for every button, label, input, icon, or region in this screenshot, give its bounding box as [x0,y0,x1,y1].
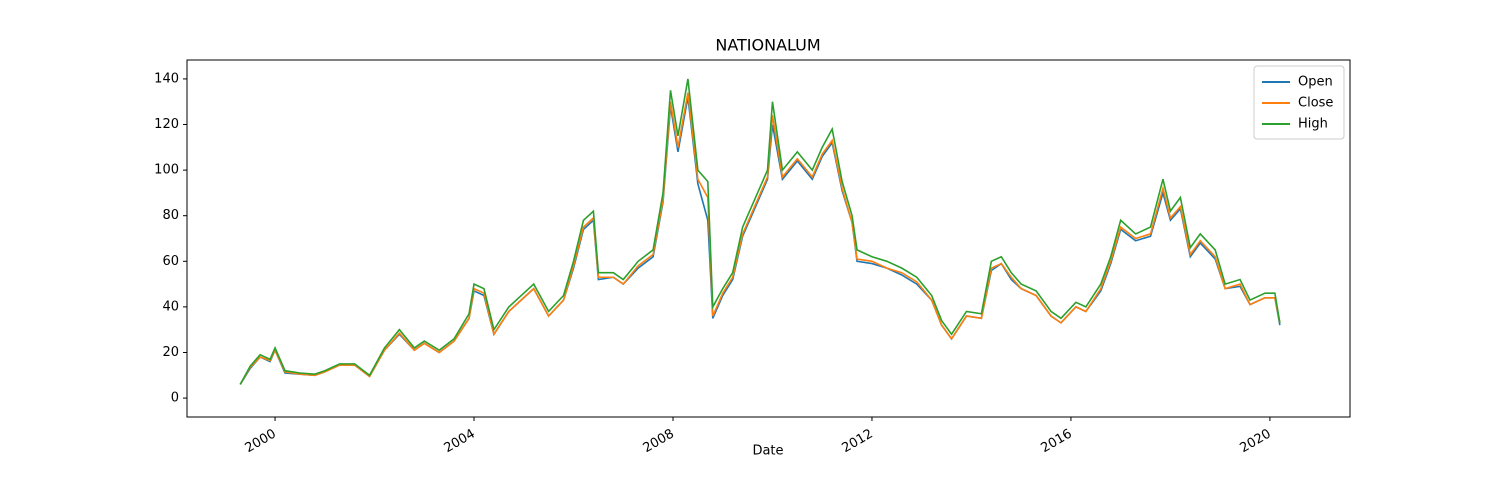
x-tick-label: 2000 [243,427,279,457]
legend-box [1253,65,1345,140]
x-tick-label: 2004 [442,427,478,457]
x-axis-label: Date [752,444,783,459]
line-series [239,78,1281,385]
chart-title: NATIONALUM [715,36,820,55]
y-tick-label: 140 [154,71,179,86]
line-series [239,97,1281,385]
x-tick-label: 2012 [840,427,876,457]
plot-frame [186,59,1351,418]
x-tick-label: 2020 [1238,427,1274,457]
line-series [239,92,1281,385]
y-tick-label: 20 [162,345,179,360]
y-tick-label: 120 [154,117,179,132]
x-tick-label: 2008 [641,427,677,457]
y-tick-label: 40 [162,299,179,314]
y-tick-label: 100 [154,163,179,178]
legend-label: Open [1298,75,1333,90]
legend-label: Close [1298,96,1333,111]
legend-label: High [1298,117,1328,132]
y-tick-label: 80 [162,208,179,223]
y-tick-label: 60 [162,254,179,269]
x-tick-label: 2016 [1039,427,1075,457]
y-tick-label: 0 [171,391,179,406]
